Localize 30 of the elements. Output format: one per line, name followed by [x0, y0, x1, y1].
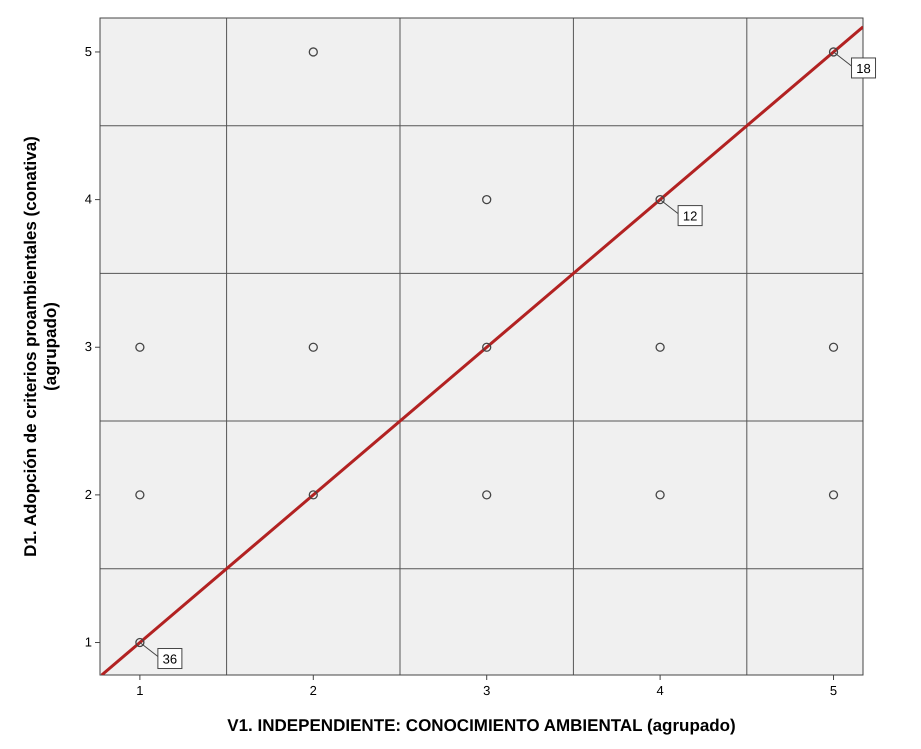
annotation: 36	[162, 652, 178, 667]
point	[482, 490, 492, 500]
point	[828, 47, 838, 57]
x-tick-label: 4	[656, 683, 664, 698]
y-tick-label: 5	[84, 44, 92, 59]
x-tick-label: 5	[830, 683, 838, 698]
y-tick-label: 4	[84, 192, 92, 207]
x-tick-label: 1	[136, 683, 144, 698]
x-tick-label: 3	[483, 683, 490, 698]
annotation: 12	[682, 208, 698, 224]
x-axis-title: V1. INDEPENDIENTE: CONOCIMIENTO AMBIENTAL (agrupado)	[227, 716, 736, 735]
y-tick-label: 1	[84, 634, 92, 650]
point	[482, 194, 492, 204]
y-tick-label: 3	[84, 339, 92, 354]
point	[655, 490, 665, 500]
point	[135, 638, 145, 648]
point	[655, 342, 665, 352]
point	[482, 342, 492, 352]
point	[135, 342, 145, 352]
point	[828, 342, 838, 352]
point	[308, 47, 318, 57]
point	[828, 490, 838, 500]
annotation: 18	[856, 60, 871, 76]
y-tick-label: 2	[84, 486, 92, 502]
y-axis-title: D1. Adopción de criterios proambientales (conativa) (agrupado)	[21, 136, 60, 557]
x-tick-label: 2	[310, 683, 317, 698]
point	[308, 342, 318, 352]
point	[308, 490, 318, 500]
point	[655, 194, 665, 204]
point	[135, 490, 145, 500]
